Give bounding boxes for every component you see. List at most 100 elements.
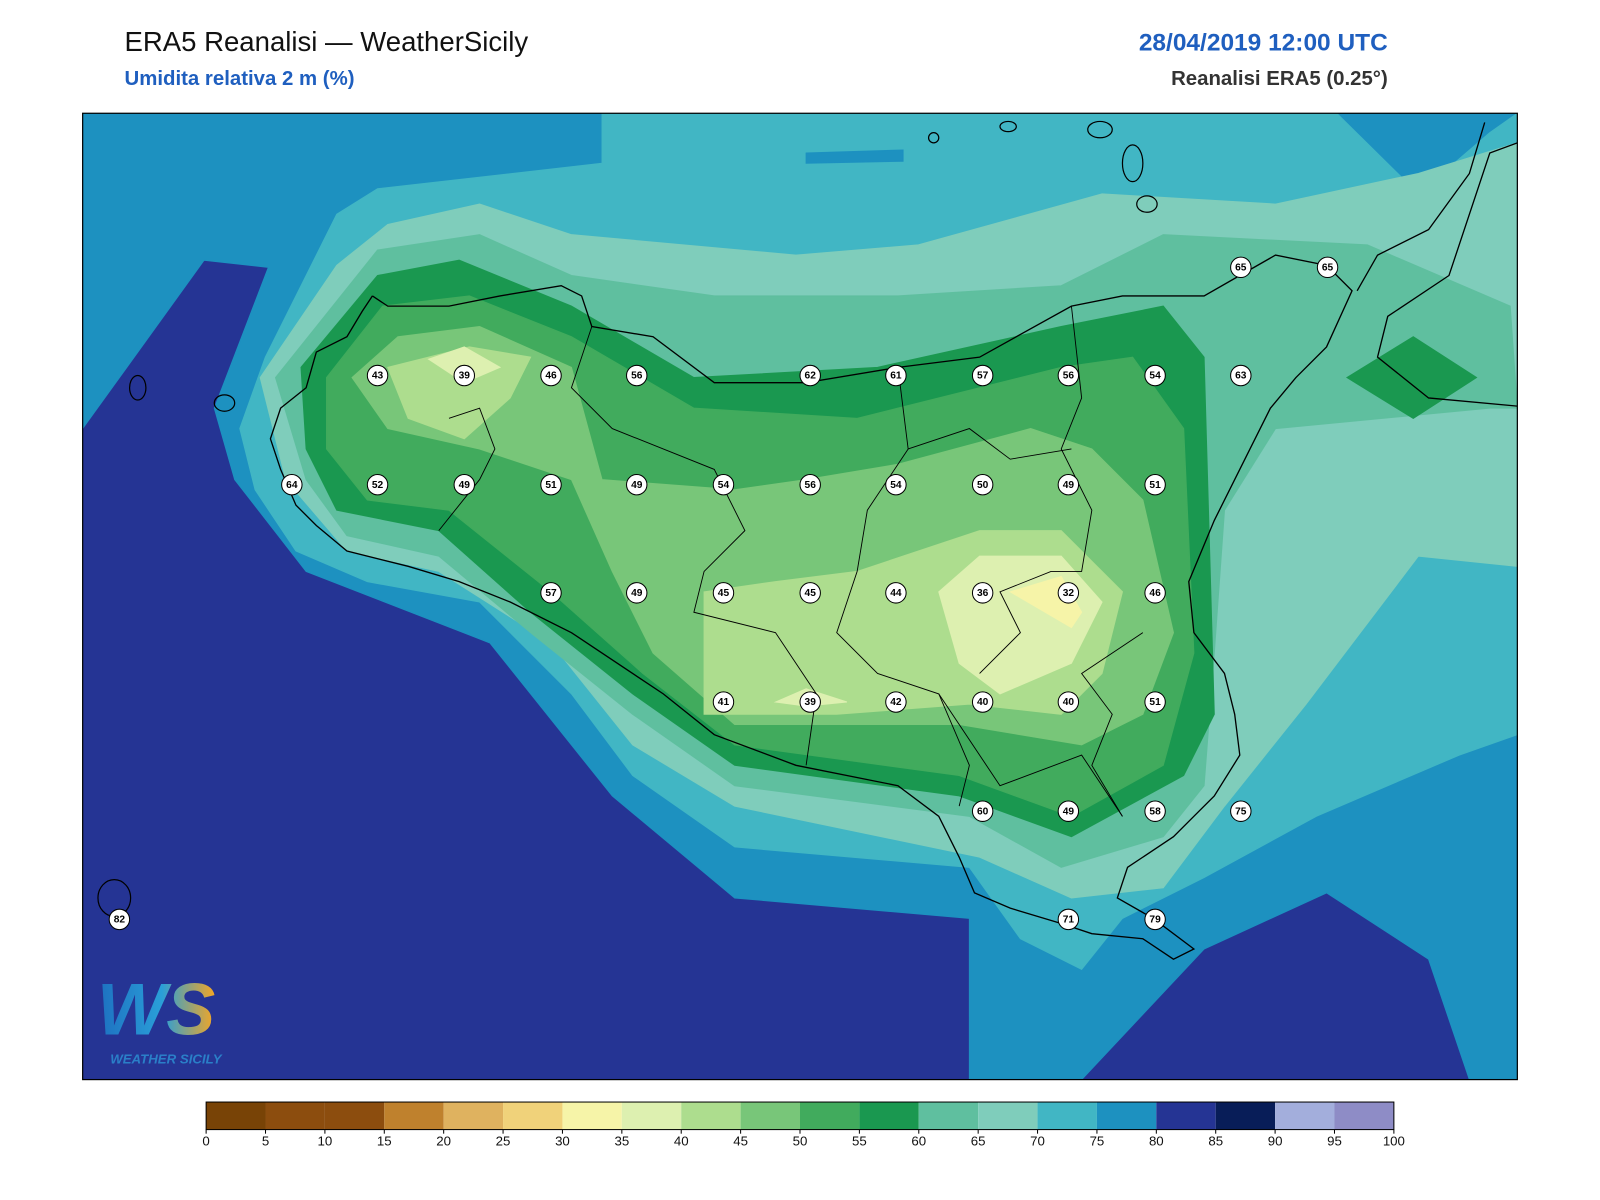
colorbar-tick-label: 30 bbox=[555, 1133, 570, 1148]
province-border bbox=[979, 306, 1093, 674]
contour-fill bbox=[805, 149, 904, 164]
colorbar-tick-label: 10 bbox=[318, 1133, 333, 1148]
station-value: 44 bbox=[890, 588, 902, 599]
colorbar-segment bbox=[384, 1102, 444, 1130]
station-marker bbox=[540, 364, 562, 387]
station-marker bbox=[971, 582, 994, 604]
coastline bbox=[1356, 122, 1486, 292]
province-border bbox=[908, 428, 1072, 460]
station-value: 36 bbox=[977, 588, 989, 599]
station-value: 46 bbox=[545, 371, 557, 382]
colorbar-segment bbox=[621, 1102, 682, 1130]
station-marker bbox=[1144, 364, 1166, 387]
source: Reanalisi ERA5 (0.25°) bbox=[1171, 68, 1388, 90]
contour-fill bbox=[1345, 336, 1478, 419]
colorbar-tick-label: 60 bbox=[911, 1133, 926, 1148]
station-marker bbox=[1057, 691, 1080, 713]
station-value: 40 bbox=[1063, 697, 1075, 708]
title: ERA5 Reanalisi — WeatherSicily bbox=[124, 26, 528, 57]
coastline bbox=[269, 254, 1353, 960]
station-value: 61 bbox=[890, 371, 902, 382]
station-value: 40 bbox=[977, 697, 989, 708]
coastline bbox=[1376, 142, 1518, 407]
station-marker bbox=[1057, 800, 1080, 822]
station-value: 62 bbox=[805, 371, 817, 382]
colorbar-tick-label: 0 bbox=[202, 1133, 209, 1148]
station-marker bbox=[712, 473, 735, 496]
subtitle: Umidita relativa 2 m (%) bbox=[124, 68, 354, 90]
station-marker bbox=[626, 582, 648, 604]
station-value: 54 bbox=[890, 480, 902, 491]
colorbar-segment bbox=[265, 1102, 325, 1130]
station-value: 32 bbox=[1063, 588, 1075, 599]
colorbar-segment bbox=[1215, 1102, 1276, 1130]
station-value: 58 bbox=[1149, 806, 1161, 817]
station-value: 71 bbox=[1063, 915, 1075, 926]
station-value: 57 bbox=[977, 371, 989, 382]
colorbar-tick-label: 35 bbox=[614, 1133, 629, 1148]
station-marker bbox=[1230, 800, 1252, 822]
station-marker bbox=[281, 473, 303, 496]
stations: 65 65 43 39 46 56 62 61 57 56 54 63 64 52 49 51 49 54 56 54… bbox=[108, 256, 1339, 931]
colorbar-segment bbox=[1275, 1102, 1335, 1130]
station-value: 42 bbox=[890, 697, 902, 708]
station-value: 51 bbox=[545, 480, 557, 491]
colorbar-tick-label: 50 bbox=[793, 1133, 808, 1148]
station-marker bbox=[712, 582, 735, 604]
colorbar-tick-label: 95 bbox=[1327, 1133, 1342, 1148]
station-marker bbox=[971, 800, 994, 822]
station-value: 65 bbox=[1322, 263, 1334, 274]
station-marker bbox=[1057, 364, 1080, 387]
colorbar-tick-label: 25 bbox=[496, 1133, 511, 1148]
station-marker bbox=[1316, 256, 1339, 279]
logo-mark: WS bbox=[97, 968, 215, 1051]
station-value: 50 bbox=[977, 480, 989, 491]
colorbar-segment bbox=[1156, 1102, 1216, 1130]
colorbar-tick-label: 75 bbox=[1090, 1133, 1105, 1148]
station-value: 82 bbox=[114, 915, 126, 926]
colorbar-segment bbox=[503, 1102, 563, 1130]
colorbar-tick-label: 55 bbox=[852, 1133, 867, 1148]
colorbar-tick-label: 70 bbox=[1030, 1133, 1045, 1148]
station-value: 45 bbox=[718, 588, 730, 599]
station-marker bbox=[799, 582, 821, 604]
station-marker bbox=[1144, 582, 1166, 604]
colorbar-segment bbox=[681, 1102, 741, 1130]
station-value: 52 bbox=[372, 480, 384, 491]
station-marker bbox=[799, 473, 821, 496]
station-marker bbox=[1144, 691, 1166, 713]
map-frame bbox=[82, 112, 1518, 1081]
station-value: 45 bbox=[805, 588, 817, 599]
colorbar-segment bbox=[978, 1102, 1038, 1130]
colorbar-tick-label: 85 bbox=[1208, 1133, 1223, 1148]
colorbar-segment bbox=[1096, 1102, 1157, 1130]
station-marker bbox=[971, 364, 994, 387]
colorbar-segment bbox=[1037, 1102, 1097, 1130]
station-value: 49 bbox=[631, 588, 643, 599]
island bbox=[1087, 120, 1113, 139]
colorbar-tick-label: 65 bbox=[971, 1133, 986, 1148]
station-marker bbox=[1057, 908, 1080, 931]
station-value: 54 bbox=[718, 480, 730, 491]
colorbar-segment bbox=[562, 1102, 622, 1130]
station-value: 57 bbox=[545, 588, 557, 599]
colorbar-segment bbox=[206, 1102, 266, 1130]
map bbox=[82, 113, 1518, 1080]
island bbox=[213, 394, 236, 412]
station-value: 60 bbox=[977, 806, 989, 817]
station-value: 79 bbox=[1149, 915, 1161, 926]
station-marker bbox=[366, 364, 389, 387]
station-marker bbox=[1057, 473, 1080, 496]
station-value: 49 bbox=[1063, 480, 1075, 491]
station-marker bbox=[453, 473, 475, 496]
colorbar-segment bbox=[740, 1102, 800, 1130]
station-value: 49 bbox=[459, 480, 471, 491]
station-marker bbox=[799, 691, 821, 713]
station-marker bbox=[971, 691, 994, 713]
colorbar: 0 5 10 15 20 25 30 35 40 45 50 55 60 65 70 75 80 85 90 95 10… bbox=[202, 1101, 1405, 1148]
logo: WS WEATHER SICILY bbox=[97, 968, 223, 1067]
colorbar-segment bbox=[1334, 1102, 1394, 1130]
colorbar-tick-label: 90 bbox=[1268, 1133, 1283, 1148]
